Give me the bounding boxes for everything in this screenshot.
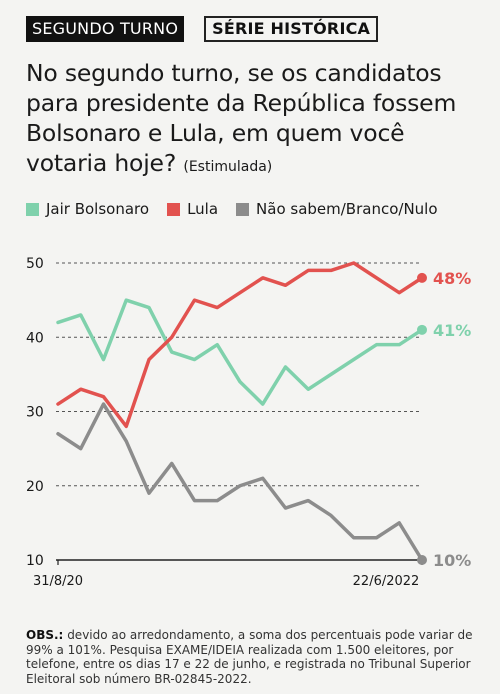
- y-tick-label-40: 40: [26, 330, 44, 346]
- x-label-last: 22/6/2022: [353, 574, 420, 589]
- series-line-bolsonaro: [56, 298, 424, 406]
- series-end-point-nao-sabem: [417, 555, 427, 565]
- series-end-point-bolsonaro: [417, 324, 427, 335]
- y-tick-label-10: 10: [26, 553, 44, 569]
- line-chart: 10 20 30 40 50 31/8/20 22/6/2022 41% 48% 10%: [26, 256, 471, 589]
- series-end-point-lula: [417, 272, 427, 283]
- legend-item-lula: Lula: [167, 200, 218, 218]
- question-qualifier: (Estimulada): [183, 159, 273, 175]
- series-line-lula: [56, 261, 424, 429]
- series-end-label-lula: 48%: [433, 269, 471, 288]
- series-line-nao-sabem: [56, 402, 424, 562]
- legend-swatch-bolsonaro: [26, 202, 39, 216]
- footnote-label: OBS.:: [26, 628, 64, 642]
- footnote-text: devido ao arredondamento, a soma dos per…: [26, 628, 473, 686]
- y-tick-label-30: 30: [26, 405, 44, 421]
- legend-swatch-nao-sabem: [236, 202, 250, 216]
- legend-item-nao-sabem: Não sabem/Branco/Nulo: [236, 200, 438, 218]
- x-label-first: 31/8/20: [33, 574, 83, 589]
- legend-label-bolsonaro: Jair Bolsonaro: [46, 200, 150, 218]
- chart-legend: Jair Bolsonaro Lula Não sabem/Branco/Nul…: [26, 200, 438, 218]
- legend-swatch-lula: [167, 202, 181, 216]
- question-title: No segundo turno, se os candidatos para …: [26, 58, 486, 182]
- series-end-label-bolsonaro: 41%: [433, 321, 471, 340]
- y-tick-label-50: 50: [26, 256, 44, 272]
- legend-label-lula: Lula: [187, 200, 219, 218]
- serie-historica-tag: SÉRIE HISTÓRICA: [204, 16, 379, 42]
- segundo-turno-tag: SEGUNDO TURNO: [26, 16, 185, 42]
- tag-row: SEGUNDO TURNO SÉRIE HISTÓRICA: [26, 16, 379, 42]
- legend-item-bolsonaro: Jair Bolsonaro: [26, 200, 149, 218]
- footnote: OBS.: devido ao arredondamento, a soma d…: [26, 628, 482, 686]
- y-tick-label-20: 20: [26, 479, 44, 495]
- series-end-label-nao-sabem: 10%: [433, 551, 471, 570]
- legend-label-nao-sabem: Não sabem/Branco/Nulo: [256, 200, 438, 218]
- question-text: No segundo turno, se os candidatos para …: [26, 59, 457, 177]
